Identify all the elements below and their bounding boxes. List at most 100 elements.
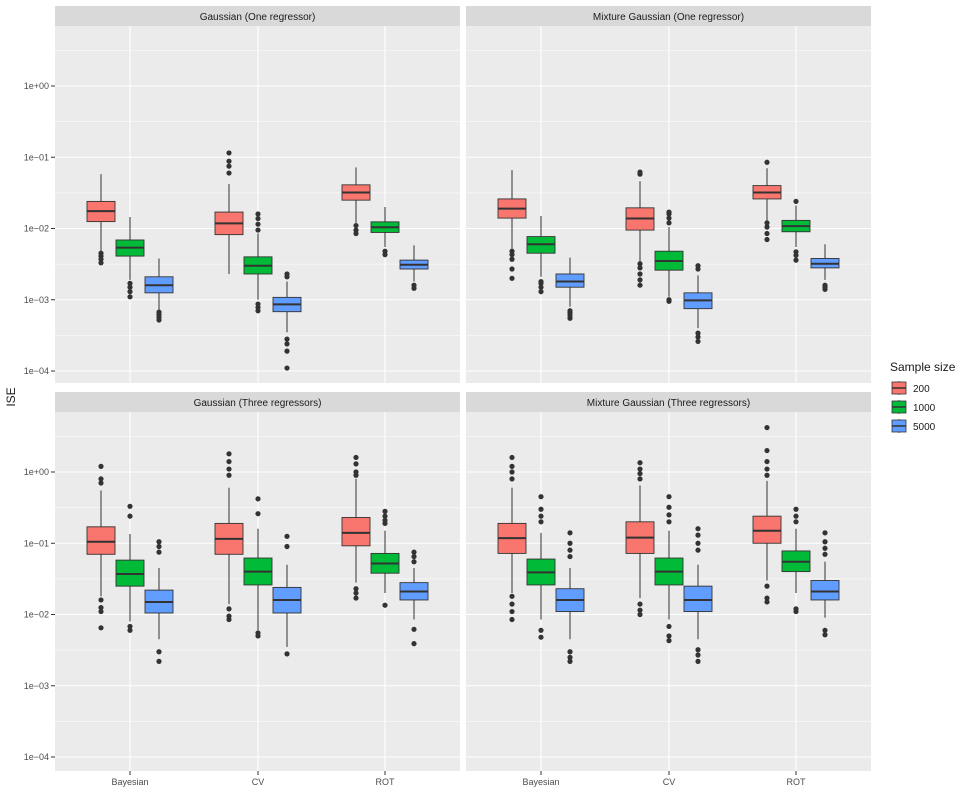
outlier-point	[255, 227, 261, 233]
outlier-point	[637, 261, 643, 267]
outlier-point	[98, 608, 104, 615]
outlier-point	[98, 597, 104, 603]
outlier-point	[538, 278, 544, 285]
outlier-point	[353, 454, 359, 461]
outlier-point	[822, 551, 828, 557]
outlier-point	[509, 601, 515, 607]
outlier-point	[353, 227, 359, 233]
box-rot-1000	[781, 506, 811, 615]
x-tick-label: ROT	[787, 777, 807, 787]
box-cv-200	[214, 150, 244, 274]
outlier-point	[637, 476, 643, 482]
outlier-point	[509, 616, 515, 623]
outlier-point	[695, 652, 701, 658]
y-axis-title: ISE	[4, 387, 18, 406]
box-rot-1000	[370, 207, 400, 258]
box-rot-5000	[399, 245, 429, 291]
outlier-point	[255, 211, 261, 217]
outlier-point	[695, 532, 701, 538]
outlier-point	[567, 530, 573, 536]
outlier-point	[284, 651, 290, 657]
box-rot-200	[752, 424, 782, 605]
box-iqr	[683, 585, 713, 613]
outlier-point	[255, 301, 261, 307]
box-rot-200	[752, 159, 782, 243]
box-cv-200	[214, 451, 244, 623]
outlier-point	[509, 608, 515, 615]
box-cv-1000	[243, 211, 273, 314]
box-cv-5000	[272, 533, 302, 657]
outlier-point	[509, 469, 515, 475]
outlier-point	[98, 625, 104, 631]
y-tick-label: 1e−01	[24, 152, 49, 162]
outlier-point	[567, 308, 573, 314]
panel-gaussian-one: Gaussian (One regressor)	[55, 6, 460, 383]
box-cv-1000	[654, 209, 684, 304]
outlier-point	[509, 275, 515, 281]
outlier-point	[567, 553, 573, 560]
y-tick-label: 1e+00	[24, 81, 49, 91]
outlier-point	[509, 463, 515, 469]
outlier-point	[226, 606, 232, 612]
outlier-point	[98, 250, 104, 256]
outlier-point	[637, 470, 643, 477]
outlier-point	[156, 539, 162, 545]
outlier-point	[637, 169, 643, 175]
box-bayesian-1000	[115, 503, 145, 633]
outlier-point	[637, 277, 643, 283]
outlier-point	[226, 613, 232, 619]
outlier-point	[127, 294, 133, 300]
outlier-point	[822, 632, 828, 638]
outlier-point	[793, 198, 799, 205]
box-bayesian-5000	[555, 530, 585, 664]
outlier-point	[567, 649, 573, 655]
outlier-point	[353, 461, 359, 467]
box-bayesian-1000	[526, 215, 556, 295]
outlier-point	[411, 626, 417, 632]
outlier-point	[695, 330, 701, 336]
outlier-point	[695, 338, 701, 345]
outlier-point	[284, 336, 290, 342]
outlier-point	[353, 586, 359, 592]
outlier-point	[509, 256, 515, 262]
x-axis-ticks-left: Bayesian CV ROT	[111, 771, 395, 787]
y-tick-label: 1e−02	[24, 224, 49, 234]
box-iqr	[810, 580, 840, 601]
box-bayesian-5000	[555, 257, 585, 321]
outlier-point	[764, 230, 770, 237]
outlier-point	[793, 257, 799, 263]
outlier-point	[226, 163, 232, 169]
box-bayesian-200	[86, 174, 116, 266]
outlier-point	[156, 649, 162, 655]
outlier-point	[255, 630, 261, 636]
outlier-point	[666, 209, 672, 215]
outlier-point	[764, 220, 770, 226]
y-tick-label: 1e−03	[24, 295, 49, 305]
outlier-point	[695, 263, 701, 269]
box-iqr	[341, 517, 371, 547]
outlier-point	[255, 511, 261, 517]
outlier-point	[284, 271, 290, 277]
outlier-point	[255, 496, 261, 502]
outlier-point	[666, 220, 672, 226]
outlier-point	[156, 549, 162, 555]
x-tick-label: ROT	[376, 777, 396, 787]
outlier-point	[284, 543, 290, 550]
outlier-point	[538, 519, 544, 525]
outlier-point	[255, 221, 261, 227]
outlier-point	[666, 494, 672, 500]
outlier-point	[666, 215, 672, 221]
box-cv-5000	[272, 271, 302, 371]
outlier-point	[764, 458, 770, 465]
outlier-point	[538, 494, 544, 500]
outlier-point	[666, 519, 672, 525]
outlier-point	[127, 627, 133, 633]
outlier-point	[793, 249, 799, 255]
outlier-point	[695, 334, 701, 340]
outlier-point	[98, 480, 104, 486]
outlier-point	[567, 658, 573, 664]
outlier-point	[538, 284, 544, 290]
x-axis-ticks-right: Bayesian CV ROT	[522, 771, 806, 787]
outlier-point	[695, 658, 701, 664]
box-bayesian-1000	[115, 217, 145, 300]
